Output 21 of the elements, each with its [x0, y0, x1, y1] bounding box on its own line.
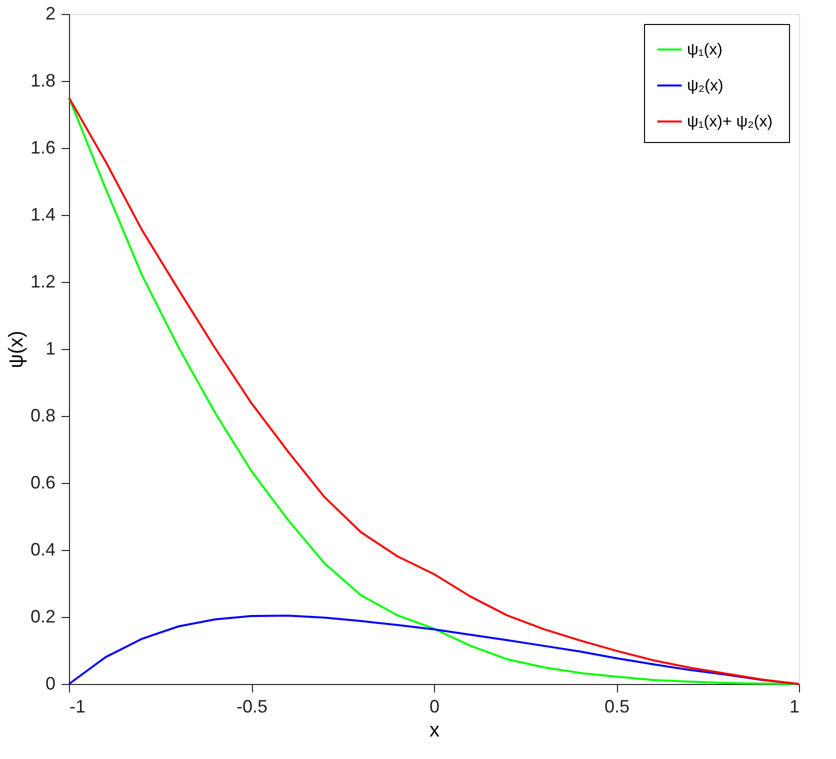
y-tick-label: 2 — [45, 4, 56, 24]
y-tick-label: 0.4 — [30, 540, 56, 560]
x-tick-label: 1 — [789, 696, 800, 716]
y-tick-label: 1.6 — [30, 138, 56, 158]
y-tick-label: 0 — [45, 674, 56, 694]
x-tick-label: -1 — [70, 696, 86, 716]
legend-label: ψ₂(x) — [687, 78, 724, 94]
y-tick-label: 0.6 — [30, 472, 56, 492]
y-tick-label: 0.8 — [30, 406, 56, 426]
x-tick-label: -0.5 — [236, 696, 268, 716]
y-tick-label: 1 — [45, 338, 56, 358]
y-axis-title: ψ(x) — [5, 330, 28, 368]
y-tick-label: 1.2 — [30, 272, 56, 292]
y-tick-label: 1.8 — [30, 70, 56, 90]
y-tick-label: 0.2 — [30, 606, 56, 626]
legend-label: ψ₁(x)+ ψ₂(x) — [687, 114, 773, 130]
x-tick-label: 0 — [429, 696, 440, 716]
y-tick-label: 1.4 — [30, 204, 56, 224]
x-axis-title: x — [430, 720, 440, 742]
legend-label: ψ₁(x) — [687, 42, 722, 58]
x-tick-label: 0.5 — [604, 696, 630, 716]
